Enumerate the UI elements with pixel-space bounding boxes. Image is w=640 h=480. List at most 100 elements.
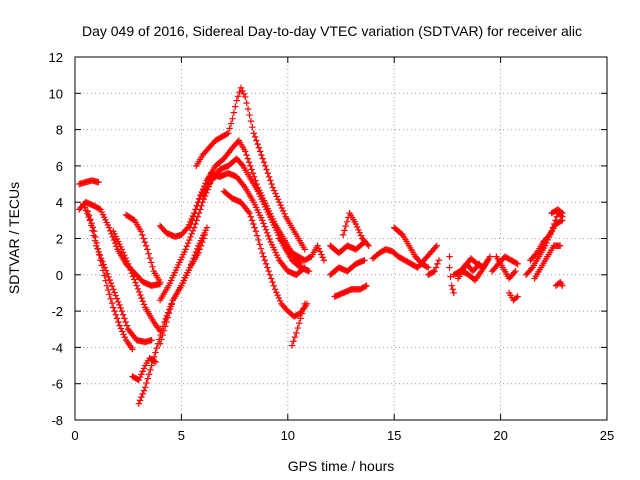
data-point xyxy=(254,140,261,148)
data-point xyxy=(318,251,325,258)
data-point xyxy=(281,210,288,218)
data-point xyxy=(203,224,211,231)
data-point xyxy=(342,222,349,230)
data-point xyxy=(135,400,143,407)
data-point xyxy=(248,166,255,173)
data-point xyxy=(234,93,242,100)
data-point xyxy=(135,376,143,384)
data-point xyxy=(110,236,118,244)
data-point xyxy=(512,267,519,275)
data-point xyxy=(120,331,127,338)
series-arc-06 xyxy=(122,211,164,286)
data-point xyxy=(143,379,150,387)
data-point xyxy=(95,179,102,186)
data-point xyxy=(250,130,257,137)
data-point xyxy=(118,246,126,253)
data-point xyxy=(486,253,494,260)
data-point xyxy=(364,241,371,248)
data-point xyxy=(183,243,191,250)
data-point xyxy=(121,251,128,259)
data-point xyxy=(148,336,155,344)
data-point xyxy=(147,259,155,266)
data-point xyxy=(260,159,268,166)
x-tick-label: 25 xyxy=(600,428,614,443)
data-point xyxy=(110,286,117,293)
data-point xyxy=(121,315,128,322)
data-point xyxy=(249,169,257,177)
data-point xyxy=(249,123,256,131)
data-point xyxy=(105,273,112,281)
data-point xyxy=(97,257,104,264)
data-point xyxy=(136,373,144,381)
data-point xyxy=(298,310,306,317)
data-point xyxy=(140,387,148,394)
series-arc-09 xyxy=(156,231,209,347)
data-point xyxy=(118,307,126,315)
series-arc-18 xyxy=(276,235,328,264)
series-arc-28 xyxy=(459,257,492,284)
series-arc-17 xyxy=(288,300,309,349)
data-point xyxy=(246,209,253,217)
data-point xyxy=(117,325,125,332)
series-arc-33 xyxy=(527,217,566,264)
data-point xyxy=(140,301,148,308)
data-point xyxy=(229,115,236,122)
data-point xyxy=(146,254,154,262)
data-point xyxy=(197,242,205,249)
data-point xyxy=(262,226,270,233)
data-point xyxy=(153,344,160,352)
data-point xyxy=(434,260,441,268)
data-point xyxy=(476,260,483,268)
y-tick-label: -2 xyxy=(51,304,63,319)
data-point xyxy=(253,137,260,144)
data-point xyxy=(557,208,565,216)
data-point xyxy=(112,311,120,318)
data-point xyxy=(104,286,112,294)
data-point xyxy=(113,315,121,322)
y-tick-label: -6 xyxy=(51,377,63,392)
data-point xyxy=(252,228,260,235)
data-point xyxy=(262,260,270,268)
data-point xyxy=(238,161,246,168)
data-point xyxy=(137,291,144,299)
data-point xyxy=(320,257,328,264)
data-point xyxy=(114,298,122,305)
data-point xyxy=(189,227,197,234)
data-point xyxy=(425,264,432,271)
data-point xyxy=(559,209,566,217)
data-point xyxy=(139,368,146,375)
data-point xyxy=(237,84,245,92)
x-tick-label: 10 xyxy=(281,428,295,443)
data-point xyxy=(145,250,152,257)
data-point xyxy=(123,257,131,265)
data-point xyxy=(152,349,159,356)
data-point xyxy=(255,236,262,244)
data-point xyxy=(116,301,123,309)
data-point xyxy=(184,239,192,247)
data-marks xyxy=(76,84,566,407)
data-point xyxy=(262,162,269,170)
chart-title: Day 049 of 2016, Sidereal Day-to-day VTE… xyxy=(82,23,582,39)
data-point xyxy=(556,242,564,249)
data-point xyxy=(137,228,145,235)
series-arc-21 xyxy=(331,282,370,300)
data-point xyxy=(260,253,267,260)
data-point xyxy=(133,282,140,289)
data-point xyxy=(279,207,287,215)
y-tick-label: -4 xyxy=(51,340,63,355)
x-tick-label: 15 xyxy=(387,428,401,443)
data-point xyxy=(227,120,235,127)
data-point xyxy=(138,371,145,378)
data-point xyxy=(139,231,146,239)
data-point xyxy=(194,202,201,210)
data-point xyxy=(341,227,348,234)
series-arc-31 xyxy=(505,289,521,304)
data-point xyxy=(165,310,173,317)
series-arc-35 xyxy=(548,206,566,217)
data-point xyxy=(264,264,271,271)
data-point xyxy=(139,298,146,305)
data-point xyxy=(122,254,129,262)
data-point xyxy=(273,193,280,200)
data-point xyxy=(474,262,482,269)
data-point xyxy=(446,253,453,260)
